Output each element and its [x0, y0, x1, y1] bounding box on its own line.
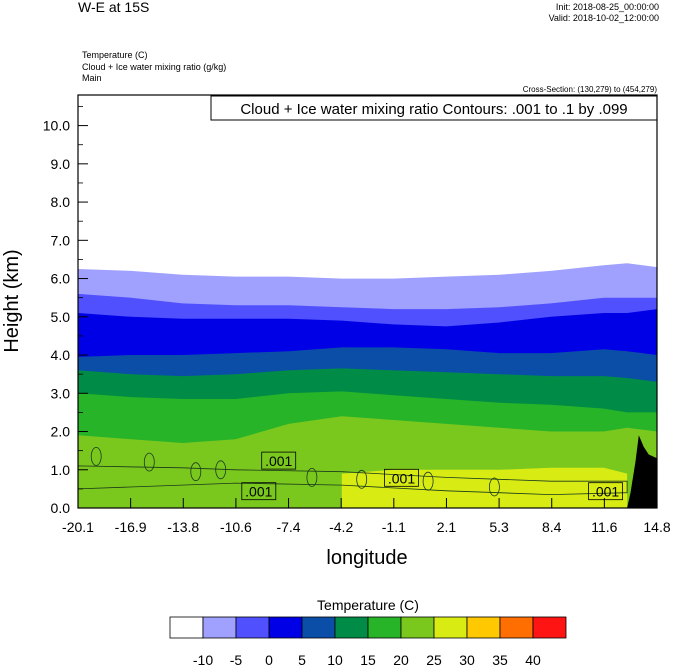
x-tick-label: -10.6 [220, 519, 252, 535]
contour-info-box [210, 95, 658, 121]
colorbar-label: 5 [298, 652, 306, 667]
x-tick-label: -1.1 [382, 519, 406, 535]
contour-label-box [588, 482, 623, 501]
cloud-contour-cell [143, 452, 155, 472]
y-tick-label: 2.0 [51, 424, 71, 440]
field-line-temperature: Temperature (C) [82, 50, 148, 60]
contour-labels: .001 .001 .001 .001 [241, 451, 623, 501]
temperature-band-25 [341, 467, 628, 508]
colorbar-label: -10 [193, 652, 213, 667]
colorbar-label: -5 [230, 652, 243, 667]
colorbar-box [499, 616, 534, 639]
cloud-contour-cell [215, 460, 227, 480]
y-tick-label: 7.0 [51, 232, 71, 248]
cloud-contours [77, 446, 628, 497]
contour-label: .001 [588, 482, 623, 501]
colorbar-box [202, 616, 237, 639]
contour-label-box [241, 482, 277, 501]
init-time: Init: 2018-08-25_00:00:00 [556, 2, 659, 12]
colorbar-title: Temperature (C) [317, 597, 419, 613]
field-line-main: Main [82, 73, 102, 83]
cloud-contour-cell [306, 467, 318, 487]
y-tick-label: 0.0 [51, 500, 71, 516]
cloud-contour-cell [488, 477, 500, 497]
y-tick-label: 8.0 [51, 194, 71, 210]
colorbar-label: 35 [492, 652, 508, 667]
y-tick-label: 1.0 [51, 462, 71, 478]
colorbar-label: 10 [327, 652, 343, 667]
axes-frame [77, 94, 658, 509]
x-tick-label: -4.2 [329, 519, 353, 535]
x-axis-title: longitude [326, 547, 407, 569]
colorbar-box [532, 616, 567, 639]
colorbar-label: 15 [360, 652, 376, 667]
x-tick-label: -7.4 [276, 519, 300, 535]
colorbar-box [235, 616, 270, 639]
x-tick-label: -13.8 [167, 519, 199, 535]
x-tick-label: -16.9 [115, 519, 147, 535]
colorbar-box [466, 616, 501, 639]
field-line-cloud: Cloud + Ice water mixing ratio (g/kg) [82, 62, 226, 72]
colorbar-label: 25 [426, 652, 442, 667]
y-tick-label: 9.0 [51, 156, 71, 172]
cloud-contour-cell [422, 471, 434, 491]
y-tick-label: 3.0 [51, 385, 71, 401]
temperature-bands [78, 263, 657, 508]
plot-title: W-E at 15S [78, 0, 149, 15]
y-tick-label: 6.0 [51, 271, 71, 287]
x-axis: -20.1 -16.9 -13.8 -10.6 -7.4 -4.2 -1.1 2.1 5.3 8.… [62, 498, 671, 535]
cloud-contour-cell [356, 469, 368, 489]
y-tick-label: 5.0 [51, 309, 71, 325]
plot-area: .001 .001 .001 .001 [77, 95, 657, 508]
colorbar-box [400, 616, 435, 639]
cloud-contour-cell [90, 446, 102, 466]
contour-label-text: .001 [592, 484, 619, 500]
contour-label-text: .001 [245, 484, 272, 500]
colorbar-label: 20 [393, 652, 409, 667]
contour-label-text: .001 [265, 453, 292, 469]
cloud-contour-cell [190, 462, 202, 482]
colorbar-box [433, 616, 468, 639]
colorbar-label: 40 [525, 652, 541, 667]
colorbar-box [334, 616, 369, 639]
contour-label-box [384, 468, 419, 487]
x-tick-label: 2.1 [437, 519, 457, 535]
contour-label: .001 [261, 451, 297, 470]
colorbar-box [367, 616, 402, 639]
x-tick-label: 8.4 [542, 519, 562, 535]
colorbar-box [268, 616, 303, 639]
cross-section-label: Cross-Section: (130,279) to (454,279) [523, 85, 658, 94]
y-axis-title: Height (km) [1, 249, 23, 352]
terrain-mask [627, 435, 657, 508]
colorbar: -10 -5 0 5 10 15 20 25 30 35 40 [169, 616, 567, 668]
valid-time: Valid: 2018-10-02_12:00:00 [549, 13, 659, 23]
y-tick-label: 10.0 [43, 118, 70, 134]
x-tick-label: 14.8 [643, 519, 670, 535]
x-tick-label: 11.6 [591, 519, 617, 535]
colorbar-label: 0 [265, 652, 273, 667]
contour-label-text: .001 [388, 470, 415, 486]
contour-label: .001 [241, 482, 277, 501]
contour-info-text: Cloud + Ice water mixing ratio Contours:… [240, 101, 627, 118]
colorbar-box [301, 616, 336, 639]
x-tick-label: -20.1 [62, 519, 94, 535]
contour-label: .001 [384, 468, 419, 487]
x-tick-label: 5.3 [489, 519, 509, 535]
y-tick-label: 4.0 [51, 347, 71, 363]
colorbar-label: 30 [459, 652, 475, 667]
y-axis: 0.0 1.0 2.0 3.0 4.0 5.0 6.0 7.0 8.0 9.0 10.0 [43, 106, 88, 516]
colorbar-box [169, 616, 204, 639]
contour-label-box [261, 451, 297, 470]
